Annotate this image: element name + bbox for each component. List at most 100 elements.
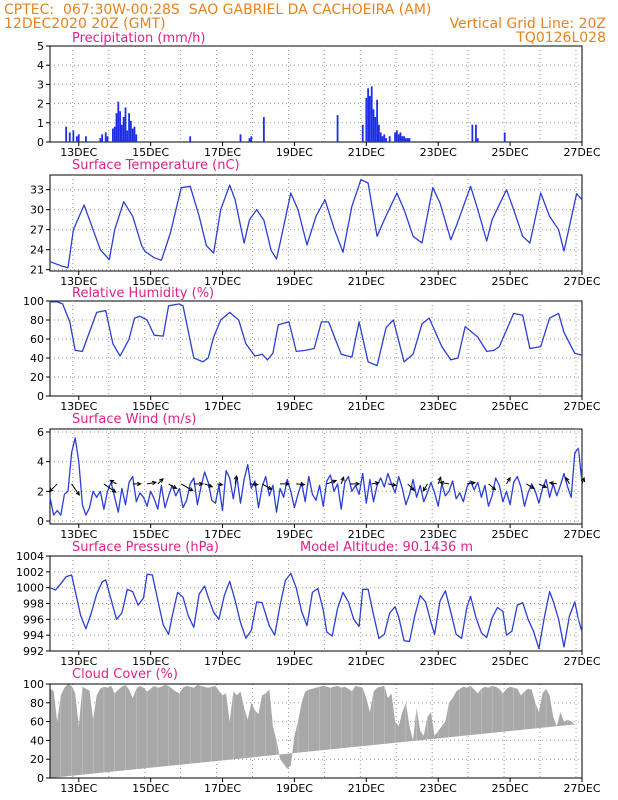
wind-wind-arrowhead	[253, 482, 259, 487]
precip-bar	[133, 126, 136, 142]
precip-bar	[248, 138, 251, 142]
wind-wind-vector	[340, 476, 345, 485]
wind-wind-arrowhead	[565, 476, 570, 482]
wind-wind-arrowhead	[75, 490, 80, 496]
wind-wind-arrowhead	[48, 487, 54, 493]
pressure-ytick-label: 1000	[16, 582, 44, 595]
rh-xtick-label: 27DEC	[563, 400, 600, 413]
wind-wind-vector	[506, 477, 511, 485]
wind-wind-vector	[180, 483, 194, 492]
wind-wind-arrowhead	[208, 483, 214, 488]
precip-xtick-label: 27DEC	[563, 146, 600, 159]
temp-xtick-label: 27DEC	[563, 275, 600, 288]
wind-wind-vector	[371, 482, 379, 485]
wind-wind-vector	[437, 476, 442, 485]
precip-bar	[395, 130, 398, 142]
precip-bar	[135, 134, 138, 142]
temp-ytick-label: 21	[30, 264, 44, 277]
wind-xtick-label: 21DEC	[348, 528, 385, 541]
precip-bar	[394, 132, 396, 142]
precip-bar	[72, 130, 75, 142]
cloud-xtick-label: 17DEC	[204, 782, 241, 795]
run-date: 12DEC2020 20Z (GMT)	[4, 16, 166, 32]
wind-wind-vector	[565, 477, 570, 485]
wind-wind-arrowhead	[391, 482, 398, 487]
wind-wind-vector	[103, 483, 117, 493]
rh-xtick-label: 23DEC	[420, 400, 457, 413]
wind-series-line	[49, 437, 583, 516]
temp-frame	[49, 174, 583, 272]
wind-wind-arrowhead	[136, 481, 142, 487]
wind-ytick-label: 0	[37, 515, 44, 528]
precip-bar	[129, 120, 132, 142]
pressure-xtick-label: 21DEC	[348, 655, 385, 668]
wind-wind-vector	[168, 483, 177, 489]
wind-xtick-label: 25DEC	[492, 528, 529, 541]
pressure-xtick-label: 19DEC	[276, 655, 313, 668]
wind-wind-arrowhead	[530, 484, 536, 489]
precip-bar	[379, 132, 382, 142]
wind-wind-arrowhead	[422, 486, 427, 492]
pressure-series-line	[49, 572, 583, 650]
wind-xtick-label: 13DEC	[60, 528, 97, 541]
rh-title: Relative Humidity (%)	[72, 286, 214, 301]
cloud-xtick-label: 27DEC	[563, 782, 600, 795]
rh-xtick-label: 15DEC	[132, 400, 169, 413]
pressure-xtick-label: 13DEC	[60, 655, 97, 668]
rh-ytick-label: 100	[23, 295, 44, 308]
wind-ytick-label: 4	[37, 456, 44, 469]
precip-bar	[117, 101, 120, 142]
precip-bar	[378, 124, 380, 142]
precip-bar	[369, 95, 371, 142]
precip-bar	[262, 117, 265, 142]
wind-ytick-label: 2	[37, 485, 44, 498]
wind-wind-vector	[234, 475, 238, 485]
precip-bar	[76, 136, 78, 142]
precip-ytick-label: 2	[37, 98, 44, 111]
wind-wind-vector	[110, 479, 117, 485]
rh-ytick-label: 20	[30, 371, 44, 384]
pressure-xtick-label: 15DEC	[132, 655, 169, 668]
wind-wind-vector	[466, 482, 476, 485]
rh-ytick-label: 40	[30, 352, 44, 365]
rh-xtick-label: 21DEC	[348, 400, 385, 413]
pressure-xtick-label: 25DEC	[492, 655, 529, 668]
pressure-ytick-label: 1002	[16, 566, 44, 579]
precip-bar	[399, 132, 402, 142]
wind-wind-vector	[204, 483, 213, 488]
wind-wind-vector	[157, 478, 164, 485]
temp-series-line	[49, 179, 583, 269]
wind-wind-arrowhead	[410, 486, 415, 492]
pressure-xtick-label: 17DEC	[204, 655, 241, 668]
wind-wind-arrowhead	[111, 488, 117, 493]
precip-bar	[99, 138, 102, 142]
precip-bar	[122, 117, 125, 142]
pressure-ytick-label: 1004	[16, 550, 44, 563]
temp-xtick-label: 21DEC	[348, 275, 385, 288]
wind-wind-vector	[549, 482, 557, 485]
precip-bar	[189, 136, 192, 142]
pressure-xtick-label: 23DEC	[420, 655, 457, 668]
wind-wind-arrowhead	[188, 487, 194, 492]
wind-xtick-label: 15DEC	[132, 528, 169, 541]
wind-xtick-label: 23DEC	[420, 528, 457, 541]
cloud-xtick-label: 25DEC	[492, 782, 529, 795]
cloud-xtick-label: 15DEC	[132, 782, 169, 795]
wind-wind-vector	[407, 483, 415, 491]
wind-xtick-label: 19DEC	[276, 528, 313, 541]
temp-ytick-label: 27	[30, 224, 44, 237]
precip-bar	[131, 128, 134, 142]
precip-bar	[112, 128, 114, 142]
wind-wind-arrowhead	[300, 482, 306, 487]
pressure-annotation: Model Altitude: 90.1436 m	[300, 540, 473, 555]
station-header: CPTEC: 067:30W-00:28S SAO GABRIEL DA CAC…	[4, 2, 432, 18]
wind-wind-vector	[440, 481, 450, 485]
cloud-ytick-label: 60	[30, 716, 44, 729]
precip-bar	[403, 136, 405, 142]
precip-ytick-label: 1	[37, 117, 44, 130]
rh-frame	[49, 300, 583, 397]
grid-note: Vertical Grid Line: 20Z	[449, 16, 606, 32]
precip-bar	[404, 138, 407, 142]
rh-xtick-label: 19DEC	[276, 400, 313, 413]
precip-bar	[106, 136, 109, 142]
